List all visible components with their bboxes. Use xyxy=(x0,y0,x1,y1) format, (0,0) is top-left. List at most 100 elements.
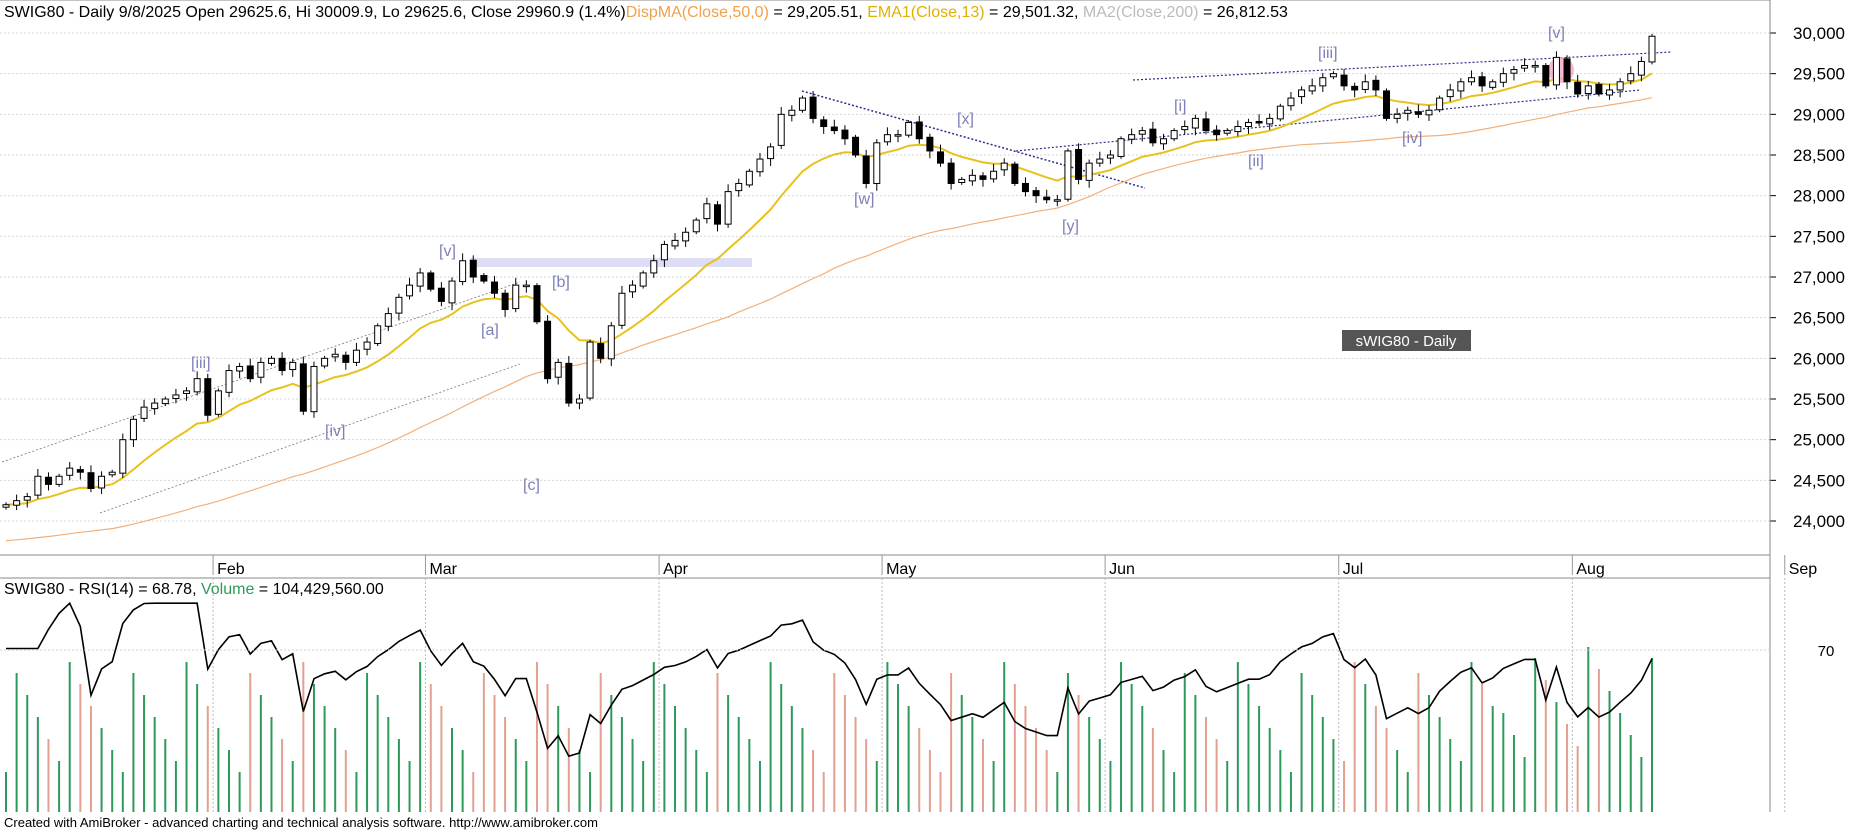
candle-up xyxy=(522,284,530,288)
header-ma200-value: = 26,812.53 xyxy=(1199,4,1289,21)
candle-down xyxy=(1383,90,1391,119)
candle-up xyxy=(671,239,679,247)
candle-up xyxy=(225,370,233,393)
candle-up xyxy=(448,280,456,304)
candle-down xyxy=(1351,85,1359,91)
candle-up xyxy=(1266,117,1274,125)
candle-up xyxy=(1521,65,1529,69)
month-label: Jun xyxy=(1109,561,1135,578)
candle-up xyxy=(735,182,743,192)
candle-down xyxy=(937,151,945,164)
candle-up xyxy=(650,260,658,274)
candle-up xyxy=(459,260,467,283)
candle-up xyxy=(289,361,297,371)
candle-down xyxy=(1075,148,1083,180)
header-ema-value: = 29,501.32, xyxy=(985,4,1083,21)
candle-up xyxy=(1128,134,1136,140)
candle-up xyxy=(554,361,562,378)
candle-up xyxy=(798,97,806,111)
month-label: Sep xyxy=(1789,561,1818,578)
triangle-upper-line xyxy=(1132,51,1673,81)
candle-down xyxy=(1478,76,1486,87)
candle-down xyxy=(979,175,987,180)
candle-up xyxy=(1085,162,1093,181)
candle-up xyxy=(1425,109,1433,116)
candle-up xyxy=(1064,150,1072,200)
candle-down xyxy=(299,363,307,412)
wave-label-i: [i] xyxy=(1174,98,1186,115)
candle-up xyxy=(575,398,583,404)
candle-up xyxy=(151,402,159,410)
candle-up xyxy=(374,325,382,345)
candle-up xyxy=(1223,130,1231,134)
candle-down xyxy=(469,259,477,278)
price-tick-label: 29,000 xyxy=(1793,105,1845,124)
watermark-box xyxy=(1342,330,1471,351)
month-label: Jul xyxy=(1343,561,1363,578)
candle-up xyxy=(1181,126,1189,131)
candle-down xyxy=(1542,65,1550,87)
candle-down xyxy=(278,357,286,372)
month-label: Mar xyxy=(429,561,457,578)
price-axis: 24,000 24,500 25,000 25,500 26,000 26,500 27,0… xyxy=(1793,24,1845,531)
candle-up xyxy=(183,390,191,394)
price-tick-label: 25,000 xyxy=(1793,431,1845,450)
wave-label-iv-2: [iv] xyxy=(1402,130,1422,147)
candle-down xyxy=(490,281,498,294)
candle-up xyxy=(310,365,318,413)
candle-up xyxy=(1637,60,1645,76)
candle-up xyxy=(1191,117,1199,129)
wave-label-iii-2: [iii] xyxy=(1318,45,1338,62)
candle-up xyxy=(1319,77,1327,87)
candle-down xyxy=(926,136,934,152)
candle-up xyxy=(767,146,775,160)
candle-down xyxy=(1011,163,1019,184)
candle-up xyxy=(1234,126,1242,133)
candle-up xyxy=(1308,85,1316,92)
header-dispma-value: = 29,205.51, xyxy=(769,4,867,21)
candles-group xyxy=(2,33,1656,511)
candle-up xyxy=(55,475,63,485)
candle-up xyxy=(1584,85,1592,95)
candle-up xyxy=(745,170,753,186)
candle-down xyxy=(915,121,923,140)
candle-down xyxy=(1563,58,1571,83)
wave-label-iii: [iii] xyxy=(191,355,211,372)
volume-label: Volume xyxy=(201,581,254,598)
candle-up xyxy=(639,272,647,287)
candle-up xyxy=(512,284,520,310)
candle-up xyxy=(1138,130,1146,135)
candle-down xyxy=(437,287,445,302)
candle-down xyxy=(1255,120,1263,124)
candle-up xyxy=(1489,81,1497,88)
candle-up xyxy=(363,341,371,350)
candle-up xyxy=(1329,73,1337,78)
resistance-band xyxy=(470,258,752,267)
candle-down xyxy=(1032,190,1040,197)
candle-down xyxy=(480,275,488,282)
price-tick-label: 25,500 xyxy=(1793,390,1845,409)
price-tick-label: 24,000 xyxy=(1793,512,1845,531)
candle-down xyxy=(1149,128,1157,144)
candle-up xyxy=(13,500,21,506)
candle-down xyxy=(947,162,955,184)
header-ma200-label: MA2(Close,200) xyxy=(1083,4,1199,21)
candle-up xyxy=(756,158,764,173)
candle-up xyxy=(724,191,732,225)
month-label: Apr xyxy=(663,561,689,578)
candle-up xyxy=(905,121,913,136)
candle-up xyxy=(172,394,180,400)
candle-up xyxy=(629,284,637,293)
header-dispma-label: DispMA(Close,50,0) xyxy=(626,4,769,21)
candle-up xyxy=(1170,130,1178,140)
candle-up xyxy=(1106,154,1114,159)
candle-up xyxy=(958,178,966,183)
candle-down xyxy=(1043,196,1051,201)
candle-up xyxy=(119,439,127,474)
price-tick-label: 27,000 xyxy=(1793,268,1845,287)
candle-up xyxy=(352,349,360,363)
candle-up xyxy=(1287,97,1295,107)
month-label: Aug xyxy=(1576,561,1604,578)
candle-up xyxy=(607,325,615,360)
